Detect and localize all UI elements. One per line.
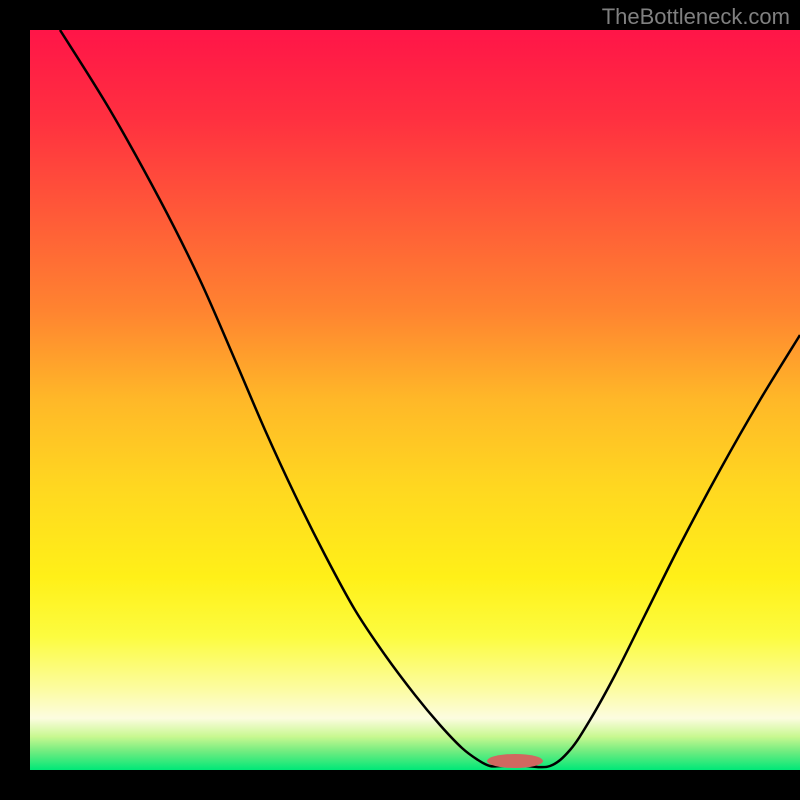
bottleneck-chart [30,30,800,770]
watermark-text: TheBottleneck.com [602,4,790,30]
optimal-point-marker [487,754,543,768]
chart-plot-area [30,30,800,770]
gradient-background [30,30,800,770]
